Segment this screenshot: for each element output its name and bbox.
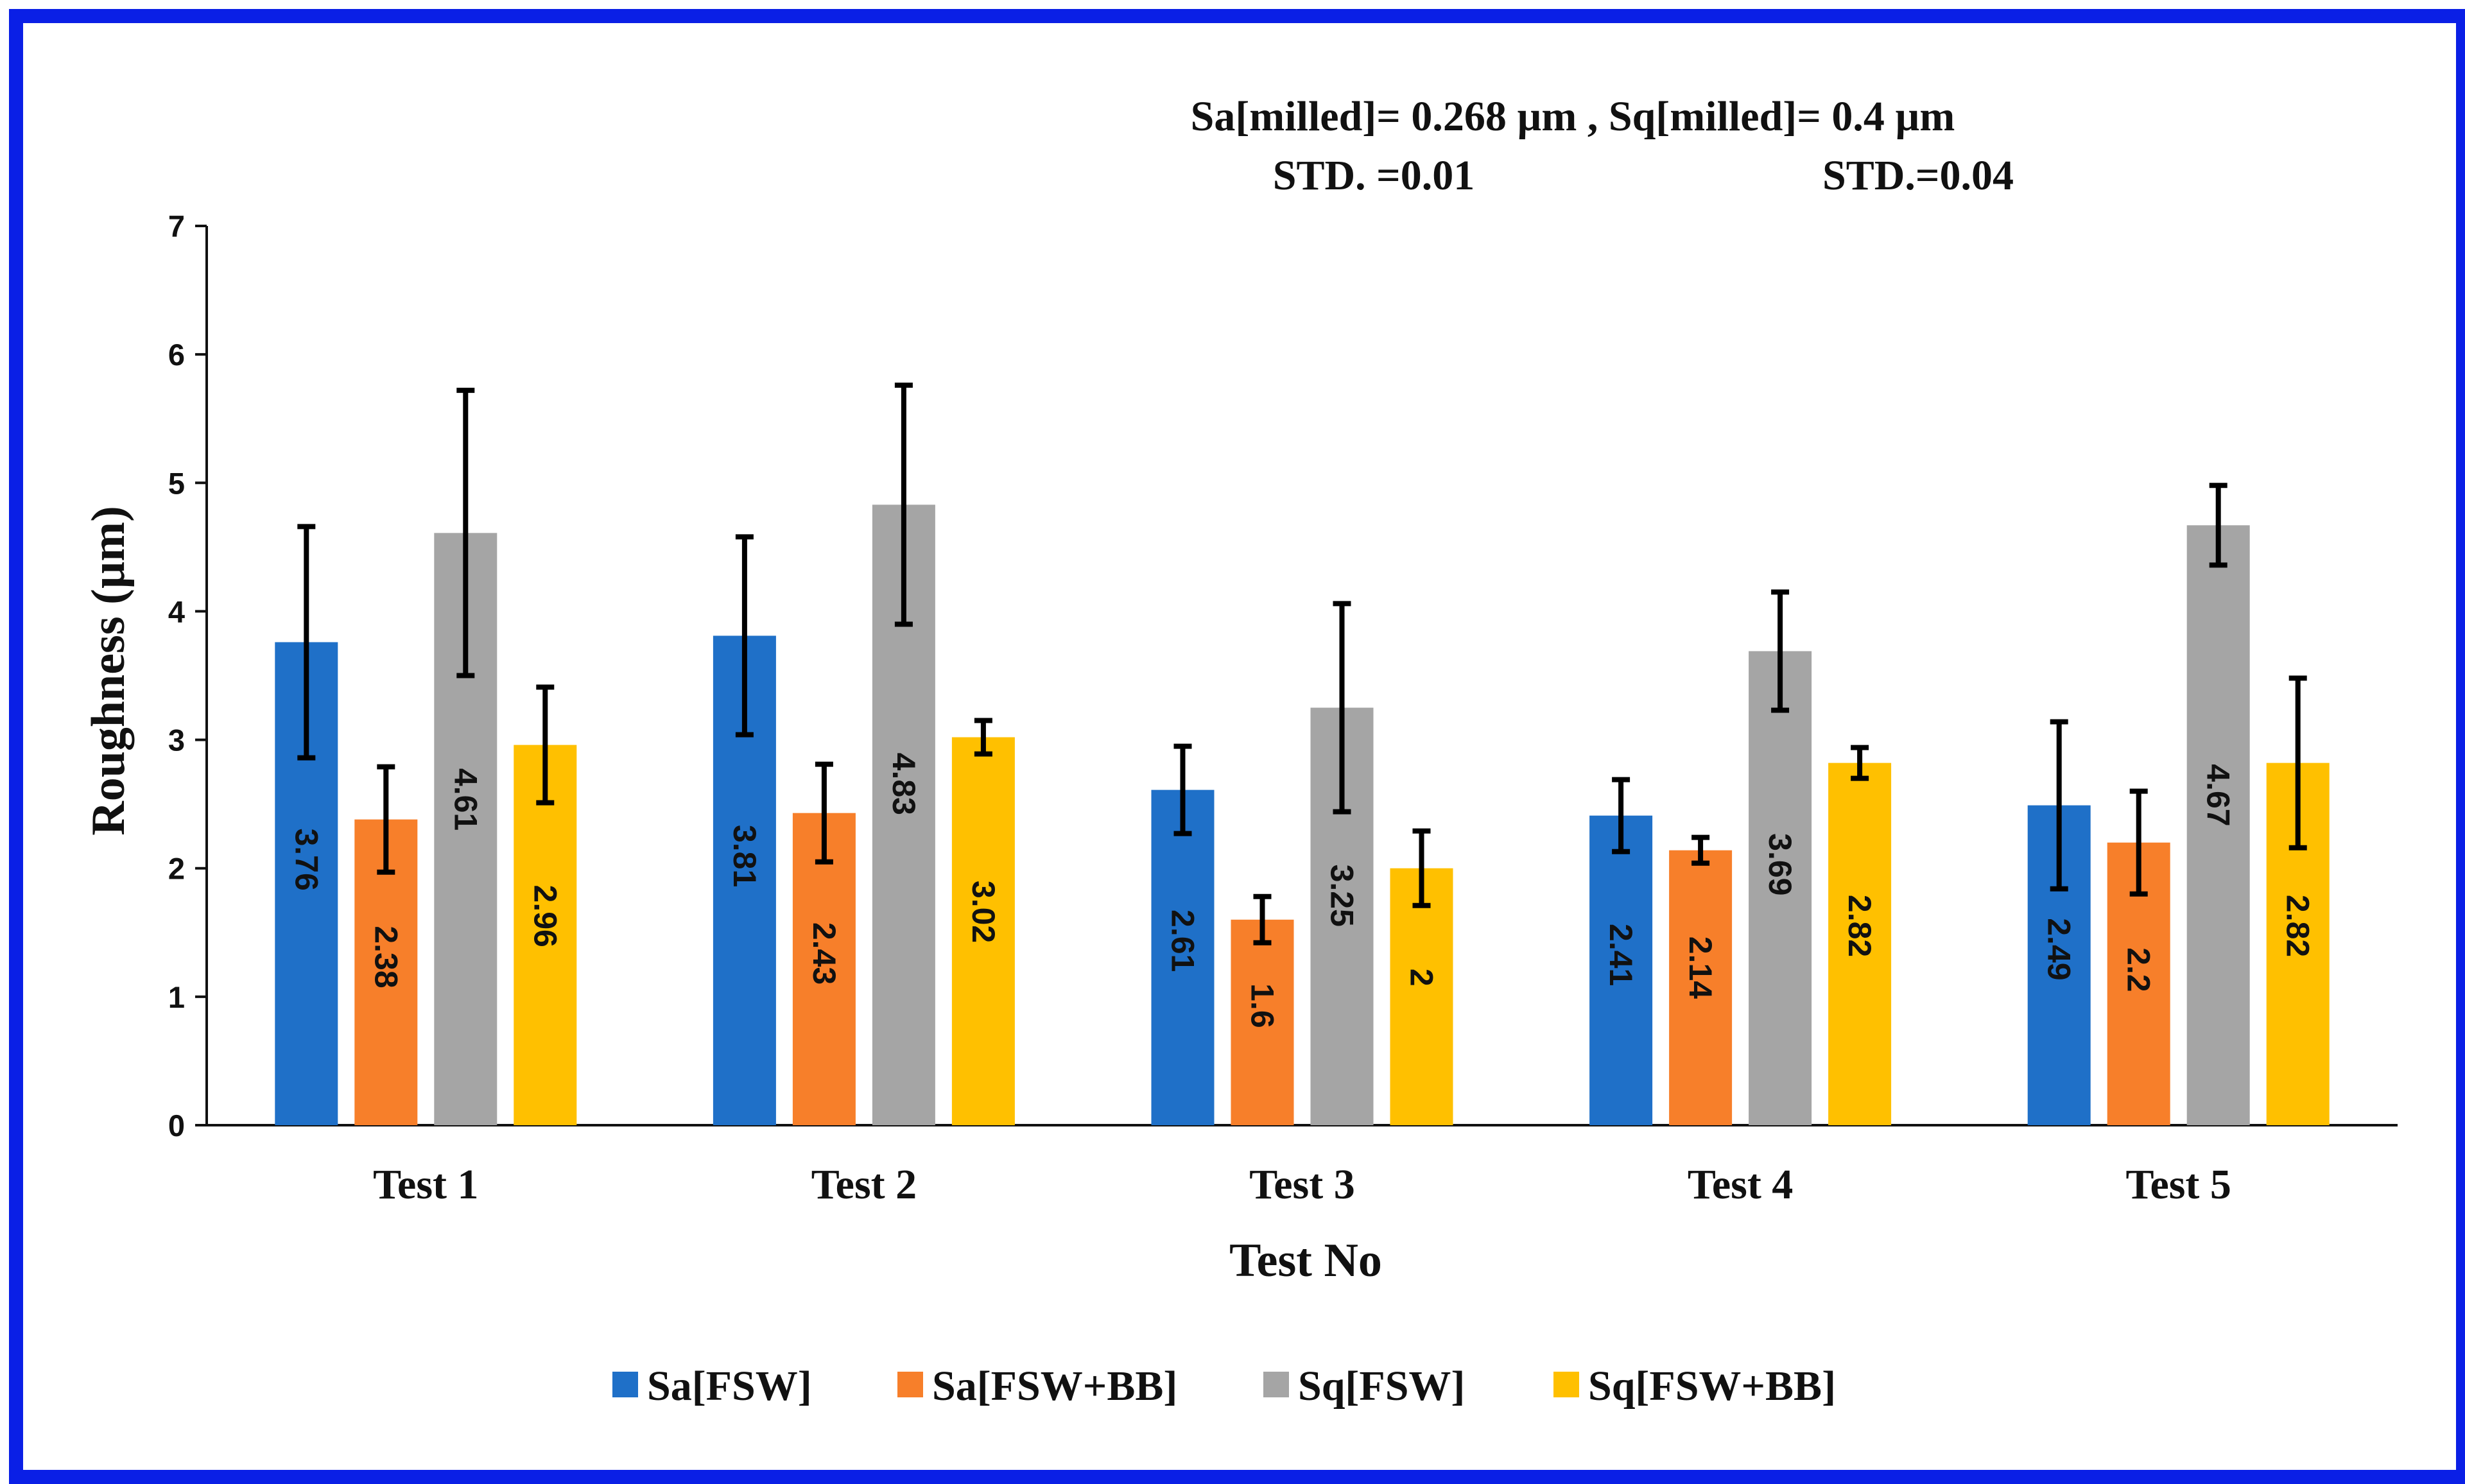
- bar: [1151, 789, 1215, 1125]
- y-tick-label: 3: [168, 723, 185, 757]
- annotation-std-sq: STD.=0.04: [1822, 152, 2014, 199]
- bar: [1589, 815, 1653, 1125]
- axes: 0 1 2 3 4 5 6 7 Test 1 Test 2 Test 3 Test 4 Test 5: [168, 209, 2398, 1208]
- data-label: 1.6: [1245, 983, 1281, 1028]
- bar: [792, 813, 856, 1125]
- data-label: 3.69: [1762, 833, 1798, 895]
- y-tick-label: 2: [168, 852, 185, 886]
- legend-label: Sq[FSW+BB]: [1588, 1363, 1836, 1410]
- y-tick-label: 5: [168, 466, 185, 500]
- milled-annotation: Sa[milled]= 0.268 µm , Sq[milled]= 0.4 µ…: [1191, 93, 2014, 199]
- bar: [1828, 763, 1892, 1125]
- y-axis-title: Roughness (µm): [82, 506, 135, 835]
- legend-swatch: [612, 1372, 638, 1397]
- x-tick-label: Test 2: [811, 1161, 917, 1208]
- x-axis-title: Test No: [1229, 1234, 1382, 1287]
- bars: [275, 505, 2330, 1125]
- bar: [1390, 868, 1453, 1125]
- y-tick-label: 0: [168, 1109, 185, 1143]
- legend-swatch: [1553, 1372, 1579, 1397]
- data-label: 2.41: [1603, 924, 1639, 986]
- x-tick-label: Test 4: [1688, 1161, 1793, 1208]
- y-tick-label: 6: [168, 338, 185, 372]
- bar: [1231, 919, 1294, 1125]
- legend: Sa[FSW] Sa[FSW+BB] Sq[FSW] Sq[FSW+BB]: [612, 1363, 1836, 1410]
- data-label: 2.43: [806, 922, 842, 985]
- data-label: 2.82: [1842, 895, 1878, 957]
- data-label: 2.38: [368, 926, 404, 988]
- x-tick-label: Test 5: [2125, 1161, 2231, 1208]
- data-label: 3.25: [1324, 865, 1360, 927]
- annotation-line1: Sa[milled]= 0.268 µm , Sq[milled]= 0.4 µ…: [1191, 93, 1955, 140]
- legend-swatch: [1263, 1372, 1289, 1397]
- data-labels: 3.76 2.38 4.61 2.96 3.81 2.43 4.83 3.02 2.61 1.6 3…: [288, 753, 2315, 1028]
- data-label: 2.49: [2041, 918, 2077, 980]
- data-label: 2: [1404, 969, 1440, 987]
- data-label: 3.02: [965, 881, 1001, 943]
- data-label: 2.61: [1165, 910, 1201, 972]
- bar: [951, 737, 1015, 1125]
- data-label: 2.2: [2121, 947, 2157, 992]
- bar: [2186, 525, 2250, 1125]
- y-tick-label: 7: [168, 209, 185, 243]
- data-label: 2.82: [2280, 895, 2316, 957]
- data-label: 4.67: [2201, 764, 2236, 826]
- data-label: 3.81: [727, 825, 763, 887]
- data-label: 3.76: [288, 828, 324, 890]
- error-bars: [297, 383, 2307, 945]
- legend-swatch: [897, 1372, 923, 1397]
- chart-frame: [9, 9, 2465, 1484]
- bar: [1749, 651, 1812, 1125]
- bar: [514, 745, 577, 1125]
- legend-label: Sq[FSW]: [1298, 1363, 1465, 1410]
- legend-label: Sa[FSW+BB]: [932, 1363, 1177, 1410]
- data-label: 2.96: [527, 885, 563, 947]
- x-tick-label: Test 3: [1249, 1161, 1354, 1208]
- data-label: 2.14: [1682, 936, 1718, 999]
- data-label: 4.83: [886, 753, 922, 815]
- y-tick-label: 4: [168, 594, 185, 628]
- legend-label: Sa[FSW]: [647, 1363, 812, 1410]
- data-label: 4.61: [447, 768, 483, 831]
- y-tick-label: 1: [168, 980, 185, 1014]
- bar: [1669, 850, 1733, 1125]
- annotation-std-sa: STD. =0.01: [1273, 152, 1475, 199]
- x-tick-label: Test 1: [373, 1161, 478, 1208]
